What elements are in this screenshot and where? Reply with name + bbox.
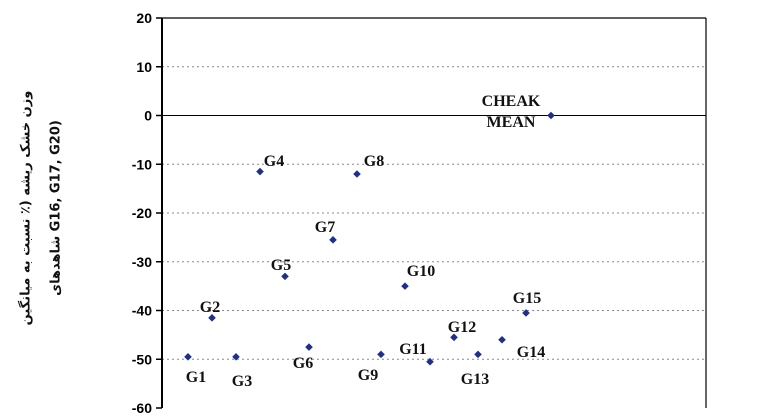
data-point-label: G11 xyxy=(399,341,427,358)
data-point-marker xyxy=(232,353,240,361)
y-tick-label: -30 xyxy=(132,254,152,270)
y-axis-label-line2: شاهدهای G16, G17, G20) xyxy=(48,120,64,296)
data-point-label: G9 xyxy=(358,367,378,384)
y-tick-label: -20 xyxy=(132,205,152,221)
data-point-label: G13 xyxy=(461,371,489,388)
data-point-marker xyxy=(547,111,555,120)
data-point-label: G7 xyxy=(315,219,335,236)
y-tick-label: -50 xyxy=(132,351,152,367)
data-point-label: G2 xyxy=(200,299,220,316)
data-point-marker xyxy=(377,350,385,359)
data-point-label: MEAN xyxy=(487,114,536,131)
data-point-marker xyxy=(329,236,337,244)
y-tick-label: 0 xyxy=(144,108,152,124)
data-point-label: G12 xyxy=(448,319,476,336)
data-point-label: G6 xyxy=(293,355,313,372)
y-tick-label: 10 xyxy=(136,59,152,75)
data-point-marker xyxy=(208,314,216,322)
data-point-label: CHEAK xyxy=(482,93,541,110)
data-point-label: G15 xyxy=(513,290,541,307)
data-point-label: G8 xyxy=(364,153,384,170)
y-axis-label-line1: وزن خشک ریشه (٪ نسبت به میانگین xyxy=(18,90,34,326)
data-point-marker xyxy=(353,170,361,178)
data-point-label: G3 xyxy=(232,373,252,390)
data-point-marker xyxy=(305,343,313,351)
data-point-marker xyxy=(522,309,530,317)
data-point-marker xyxy=(256,167,264,176)
y-tick-label: 20 xyxy=(136,10,152,26)
data-point-marker xyxy=(401,282,409,290)
data-point-marker xyxy=(426,357,434,366)
y-tick-label: -40 xyxy=(132,303,152,319)
data-point-marker xyxy=(450,333,458,342)
data-point-label: G10 xyxy=(407,263,435,280)
y-tick-label: -60 xyxy=(132,400,152,416)
data-point-marker xyxy=(184,353,192,361)
data-point-label: G14 xyxy=(517,344,545,361)
data-point-label: G4 xyxy=(264,153,284,170)
y-tick-label: -10 xyxy=(132,156,152,172)
data-point-marker xyxy=(281,272,289,281)
data-point-marker xyxy=(498,335,506,344)
data-point-label: G5 xyxy=(271,257,291,274)
data-point-marker xyxy=(474,350,482,359)
data-point-label: G1 xyxy=(186,369,206,386)
